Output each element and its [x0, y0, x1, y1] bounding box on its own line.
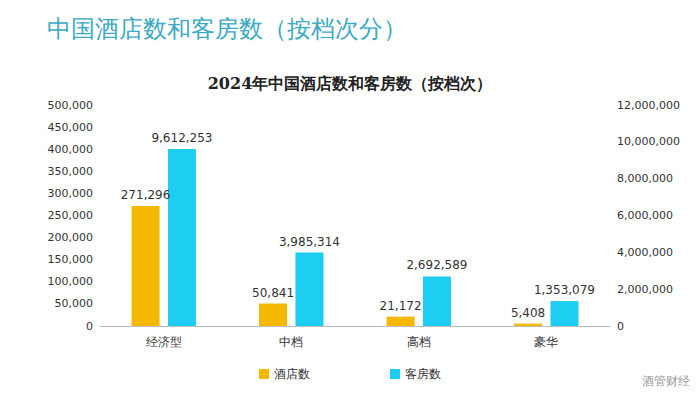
svg-text:100,000: 100,000 [48, 275, 94, 288]
svg-text:8,000,000: 8,000,000 [617, 172, 673, 185]
svg-text:6,000,000: 6,000,000 [617, 209, 673, 222]
svg-text:酒管财经: 酒管财经 [642, 374, 690, 388]
svg-text:350,000: 350,000 [48, 165, 94, 178]
svg-text:客房数: 客房数 [405, 367, 441, 381]
svg-text:中国酒店数和客房数（按档次分）: 中国酒店数和客房数（按档次分） [47, 15, 407, 43]
svg-text:3,985,314: 3,985,314 [279, 235, 340, 249]
svg-text:12,000,000: 12,000,000 [617, 99, 680, 112]
svg-text:中档: 中档 [279, 335, 303, 349]
svg-text:271,296: 271,296 [121, 188, 171, 202]
svg-text:酒店数: 酒店数 [274, 367, 310, 381]
svg-text:50,841: 50,841 [252, 286, 294, 300]
svg-text:10,000,000: 10,000,000 [617, 135, 680, 148]
svg-text:经济型: 经济型 [146, 335, 182, 349]
svg-text:豪华: 豪华 [534, 335, 558, 349]
svg-text:0: 0 [617, 320, 624, 333]
svg-text:150,000: 150,000 [48, 253, 94, 266]
svg-text:21,172: 21,172 [380, 299, 422, 313]
svg-text:1,353,079: 1,353,079 [534, 283, 595, 297]
svg-text:4,000,000: 4,000,000 [617, 246, 673, 259]
svg-text:9,612,253: 9,612,253 [151, 131, 212, 145]
svg-text:5,408: 5,408 [511, 306, 545, 320]
svg-text:0: 0 [86, 320, 93, 333]
svg-text:高档: 高档 [407, 335, 431, 349]
svg-text:200,000: 200,000 [48, 231, 94, 244]
svg-text:300,000: 300,000 [48, 187, 94, 200]
svg-text:500,000: 500,000 [48, 99, 94, 112]
svg-text:50,000: 50,000 [55, 297, 94, 310]
svg-text:2,000,000: 2,000,000 [617, 283, 673, 296]
svg-text:400,000: 400,000 [48, 143, 94, 156]
svg-text:450,000: 450,000 [48, 121, 94, 134]
svg-text:2024年中国酒店数和客房数（按档次）: 2024年中国酒店数和客房数（按档次） [208, 74, 493, 93]
svg-text:250,000: 250,000 [48, 209, 94, 222]
svg-text:2,692,589: 2,692,589 [406, 258, 467, 272]
